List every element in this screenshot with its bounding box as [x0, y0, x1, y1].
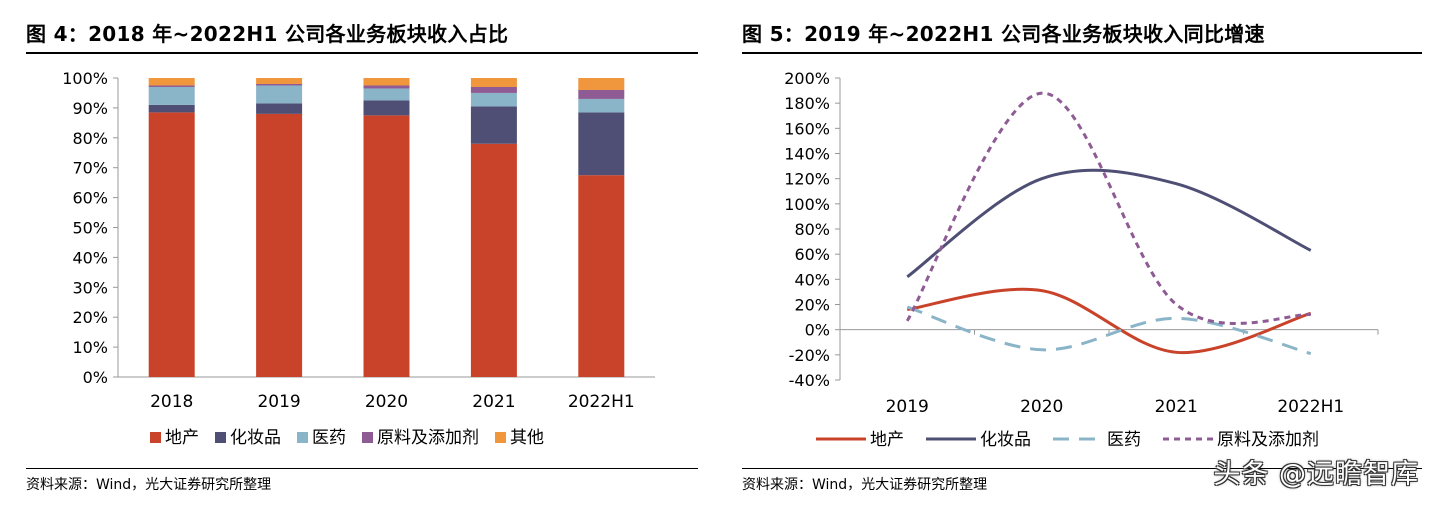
- y-tick-label: 50%: [72, 219, 108, 238]
- x-tick-label: 2018: [150, 392, 193, 412]
- legend-label: 化妆品: [230, 428, 281, 448]
- y-tick-label: -20%: [789, 346, 830, 365]
- legend-swatch: [495, 432, 506, 443]
- x-tick-label: 2019: [257, 392, 300, 412]
- title-rule: [742, 52, 1422, 54]
- legend-label: 医药: [1107, 430, 1141, 450]
- x-tick-label: 2020: [1020, 397, 1063, 417]
- y-tick-label: 0%: [805, 321, 830, 340]
- source-note-growth: 资料来源：Wind，光大证券研究所整理: [742, 477, 988, 493]
- legend-label: 原料及添加剂: [1217, 430, 1319, 450]
- y-tick-label: 180%: [784, 94, 830, 113]
- bar-segment: [256, 113, 303, 377]
- bar-segment: [578, 98, 625, 113]
- y-tick-label: 20%: [72, 308, 108, 327]
- series-line: [905, 91, 1311, 325]
- x-tick-label: 2021: [472, 392, 515, 412]
- bar-segment: [470, 143, 517, 377]
- bar-segment: [470, 78, 517, 87]
- bar-segment: [363, 88, 410, 101]
- bar-segment: [148, 85, 195, 87]
- bar-segment: [470, 92, 517, 107]
- y-tick-label: 200%: [784, 69, 830, 88]
- y-tick-label: 100%: [784, 195, 830, 214]
- bar-segment: [148, 112, 195, 377]
- chart-title-growth: 图 5：2019 年~2022H1 公司各业务板块收入同比增速: [742, 22, 1265, 46]
- y-tick-label: 100%: [62, 69, 108, 88]
- y-tick-label: 20%: [794, 296, 830, 315]
- x-tick-label: 2022H1: [1277, 397, 1344, 417]
- bar-segment: [470, 86, 517, 93]
- title-rule: [26, 52, 698, 54]
- source-rule: [742, 468, 1422, 469]
- chart-panel-share: 图 4：2018 年~2022H1 公司各业务板块收入占比 0% 10% 20% 30…: [0, 0, 700, 505]
- y-tick-label: 10%: [72, 338, 108, 357]
- y-tick-label: -40%: [789, 371, 830, 390]
- y-tick-label: 60%: [794, 245, 830, 264]
- bar-segment: [578, 112, 625, 176]
- bar-segment: [363, 100, 410, 116]
- bar-segment: [148, 104, 195, 113]
- legend-label: 化妆品: [980, 430, 1031, 450]
- legend-swatch: [297, 432, 308, 443]
- x-tick-label: 2019: [886, 397, 929, 417]
- legend-swatch: [215, 432, 226, 443]
- legend-swatch: [362, 432, 373, 443]
- y-tick-label: 60%: [72, 189, 108, 208]
- y-tick-label: 120%: [784, 170, 830, 189]
- bar-segment: [470, 106, 517, 144]
- bar-segment: [256, 103, 303, 114]
- bar-segment: [148, 86, 195, 105]
- legend-label: 地产: [870, 430, 904, 450]
- chart-panel-growth: 图 5：2019 年~2022H1 公司各业务板块收入同比增速 -40% -20%…: [718, 0, 1433, 505]
- legend-label: 原料及添加剂: [377, 428, 479, 448]
- bar-segment: [256, 85, 303, 104]
- x-tick-label: 2020: [365, 392, 408, 412]
- legend-label: 地产: [165, 428, 199, 448]
- y-tick-label: 0%: [83, 368, 108, 387]
- legend-swatch: [150, 432, 161, 443]
- x-tick-label: 2022H1: [568, 392, 635, 412]
- bar-segment: [363, 78, 410, 86]
- line-chart: -40% -20% 0% 20% 40% 60% 80% 100% 120% 140% 160% 18…: [784, 69, 1379, 450]
- bar-segment: [578, 78, 625, 90]
- bar-segment: [578, 175, 625, 377]
- legend-label: 医药: [312, 428, 346, 448]
- chart-title-share: 图 4：2018 年~2022H1 公司各业务板块收入占比: [26, 22, 509, 46]
- bar-segment: [578, 89, 625, 99]
- legend-label: 其他: [510, 428, 544, 448]
- source-note-share: 资料来源：Wind，光大证券研究所整理: [26, 477, 272, 493]
- x-tick-label: 2021: [1155, 397, 1198, 417]
- series-line: [907, 287, 1312, 355]
- y-tick-label: 90%: [72, 99, 108, 118]
- y-tick-label: 70%: [72, 159, 108, 178]
- bar-segment: [256, 78, 303, 84]
- bar-segment: [148, 78, 195, 86]
- y-tick-label: 80%: [794, 220, 830, 239]
- y-tick-label: 40%: [72, 248, 108, 267]
- y-tick-label: 40%: [794, 270, 830, 289]
- y-tick-label: 140%: [784, 145, 830, 164]
- y-tick-label: 160%: [784, 119, 830, 138]
- series-line: [906, 305, 1312, 356]
- bar-segment: [363, 115, 410, 377]
- y-tick-label: 30%: [72, 278, 108, 297]
- bar-segment: [363, 85, 410, 89]
- source-rule: [26, 468, 698, 469]
- y-tick-label: 80%: [72, 129, 108, 148]
- series-line: [906, 168, 1312, 279]
- bar-segment: [256, 83, 303, 86]
- watermark: 头条 @远瞻智库: [1213, 459, 1419, 490]
- stacked-bar-chart: 0% 10% 20% 30% 40% 50% 60% 70% 80% 90% 100% 2018 201…: [62, 69, 655, 448]
